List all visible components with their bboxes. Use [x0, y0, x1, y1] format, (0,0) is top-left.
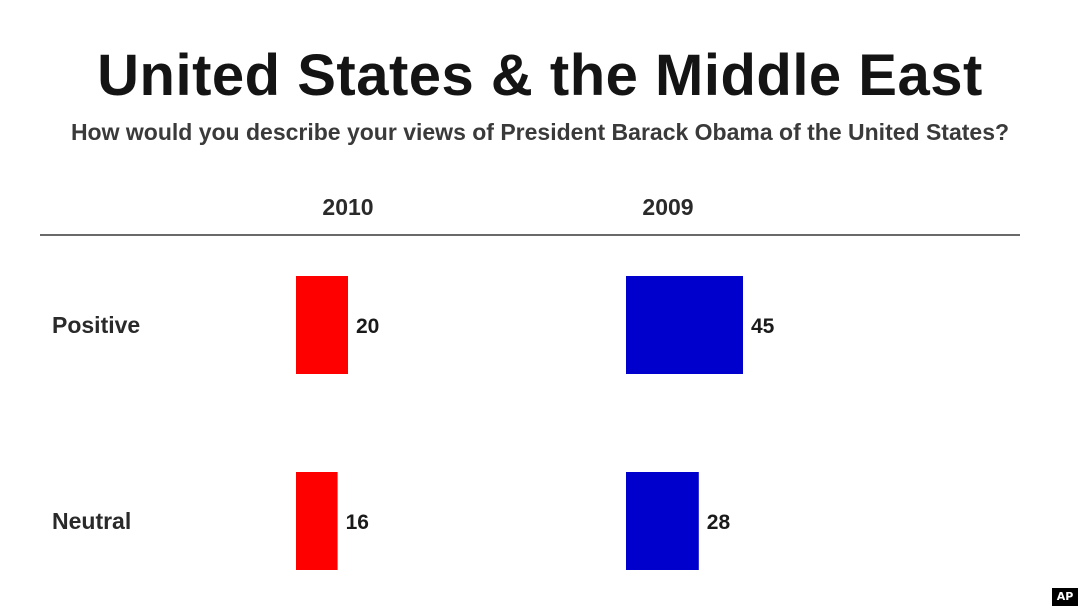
bar-2010-positive	[296, 276, 348, 374]
ap-credit-badge: AP	[1052, 588, 1078, 606]
value-label-2009-positive: 45	[751, 315, 775, 338]
value-label-2010-positive: 20	[356, 315, 379, 338]
category-label-positive: Positive	[52, 312, 140, 338]
chart-title: United States & the Middle East	[97, 43, 983, 108]
value-label-2010-neutral: 16	[346, 511, 369, 534]
header-divider	[40, 234, 1020, 236]
chart-subtitle: How would you describe your views of Pre…	[70, 119, 1010, 145]
value-label-2009-neutral: 28	[707, 511, 731, 534]
bar-2010-neutral	[296, 472, 338, 570]
category-label-neutral: Neutral	[52, 508, 131, 534]
column-header-2010: 2010	[322, 194, 374, 220]
column-header-2009: 2009	[642, 194, 694, 220]
bar-2009-neutral	[626, 472, 699, 570]
bar-2009-positive	[626, 276, 743, 374]
